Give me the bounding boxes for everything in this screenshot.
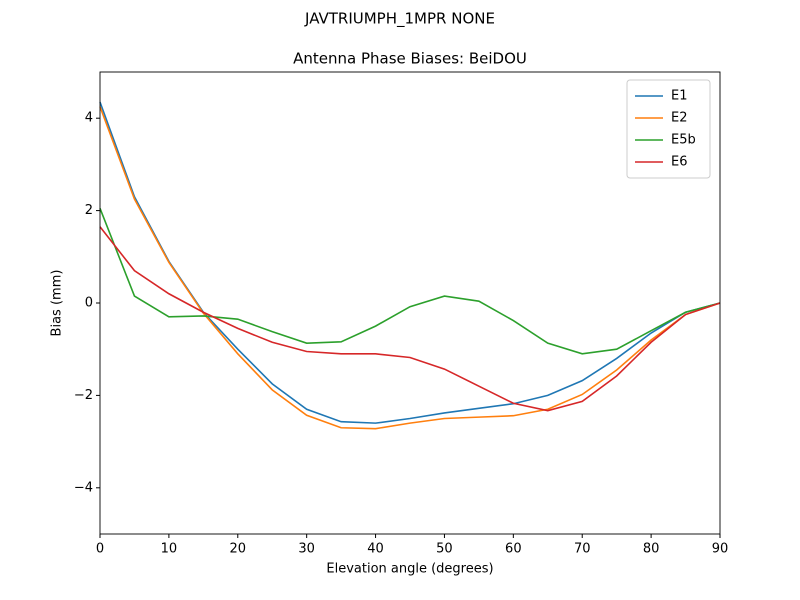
x-tick-label: 30	[298, 542, 315, 557]
y-tick-label: 2	[85, 203, 93, 218]
x-tick-label: 40	[367, 542, 384, 557]
y-axis-label: Bias (mm)	[50, 270, 65, 337]
chart-title: Antenna Phase Biases: BeiDOU	[293, 50, 527, 68]
x-tick-label: 20	[230, 542, 247, 557]
plot-frame	[99, 71, 721, 535]
x-axis-label: Elevation angle (degrees)	[326, 562, 493, 577]
legend-label: E6	[671, 155, 688, 170]
x-tick-label: 90	[712, 542, 729, 557]
series-line	[99, 226, 721, 412]
y-tick-label: 4	[85, 111, 93, 126]
x-tick-label: 10	[161, 542, 178, 557]
y-tick-label: −4	[74, 480, 93, 495]
suptitle: JAVTRIUMPH_1MPR NONE	[304, 10, 495, 29]
legend-label: E5b	[671, 133, 696, 148]
series-line	[99, 207, 721, 355]
legend-box	[626, 79, 711, 179]
y-tick-label: −2	[74, 388, 93, 403]
x-tick-label: 70	[574, 542, 591, 557]
y-tick-label: 0	[85, 296, 93, 311]
x-tick-label: 0	[96, 542, 104, 557]
legend-label: E2	[671, 111, 688, 126]
x-tick-label: 80	[643, 542, 660, 557]
legend-label: E1	[671, 89, 688, 104]
x-tick-label: 60	[505, 542, 522, 557]
series-line	[99, 106, 721, 430]
x-tick-label: 50	[436, 542, 453, 557]
